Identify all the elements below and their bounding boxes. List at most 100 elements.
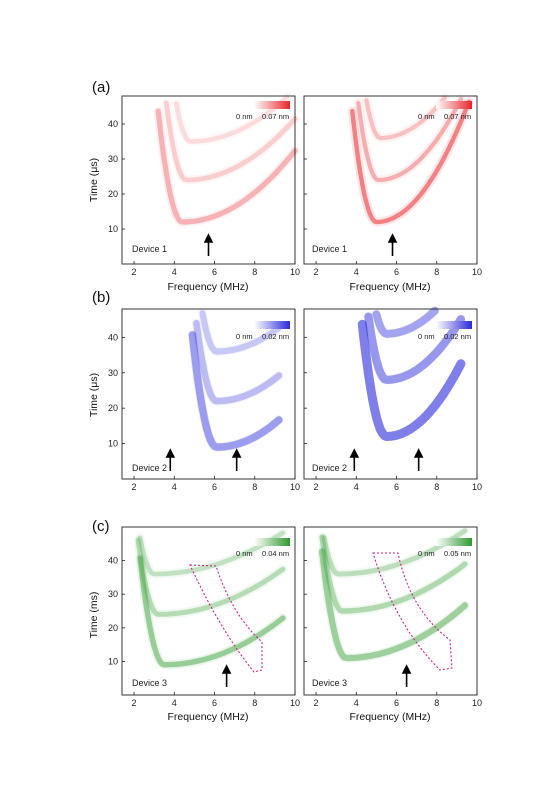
axes-c-left: 2 4 6 8 10 10 20 30 40	[108, 556, 300, 708]
axes-b-right: 2 4 6 8 10	[304, 336, 482, 492]
y-tick-label: 30	[108, 368, 118, 378]
plot-frame	[303, 308, 478, 480]
x-tick-label: 4	[172, 698, 177, 708]
x-tick-label: 4	[354, 482, 359, 492]
x-tick-label: 4	[354, 698, 359, 708]
y-tick-label: 30	[108, 589, 118, 599]
axes-a-right: 2 4 6 8 10	[304, 123, 482, 277]
band-halo	[187, 330, 284, 452]
heatmap-plot-b-left	[122, 308, 295, 479]
x-tick-label: 2	[132, 482, 137, 492]
band-halo	[198, 308, 284, 356]
band-halo	[317, 532, 470, 616]
band-halo	[153, 106, 300, 227]
colorbar-c-right	[436, 538, 472, 546]
heatmap-panel-c-right: 0 nm 0.05 nm Device 3 2 4 6 8 10	[303, 526, 482, 708]
row-a: (a) Time (μs) 0 nm 0.07 nm Device 1 2 4 6 8…	[88, 79, 482, 293]
band-halo	[363, 312, 466, 385]
band-halo	[191, 318, 284, 406]
y-tick-label: 30	[108, 154, 118, 164]
dispersion-band	[350, 99, 472, 225]
plot-frame	[121, 308, 296, 480]
y-axis-label-b: Time (μs)	[88, 373, 100, 417]
x-tick-label: 8	[434, 482, 439, 492]
band-halo	[353, 94, 466, 185]
dispersion-band	[137, 555, 286, 668]
colorbar-b-right	[436, 321, 472, 329]
y-tick-label: 40	[108, 332, 118, 342]
colorbar-max-label: 0.04 nm	[262, 549, 289, 558]
colorbar-gradient	[254, 101, 290, 109]
x-tick-label: 2	[314, 482, 319, 492]
x-tick-label: 6	[394, 482, 399, 492]
device-label: Device 3	[132, 678, 167, 688]
x-tick-label: 8	[252, 482, 257, 492]
dispersion-band	[319, 534, 468, 614]
y-tick-label: 20	[108, 623, 118, 633]
y-tick-label: 10	[108, 656, 118, 666]
band-halo	[161, 98, 300, 185]
plot-frame	[121, 526, 296, 696]
x-tick-label: 10	[472, 482, 482, 492]
band-halo	[135, 553, 288, 670]
dispersion-band	[372, 306, 439, 338]
colorbar-gradient	[436, 321, 472, 329]
dispersion-band	[135, 537, 286, 617]
x-tick-label: 8	[434, 698, 439, 708]
dashed-region-outline	[372, 552, 453, 671]
dispersion-band	[163, 100, 298, 183]
heatmap-plot-c-left	[122, 527, 295, 695]
colorbar-a-left	[254, 101, 290, 109]
x-tick-label: 2	[132, 698, 137, 708]
dispersion-band	[174, 94, 290, 144]
heatmap-plot-b-right	[304, 306, 477, 479]
colorbar-min-label: 0 nm	[418, 112, 435, 121]
colorbar-b-left	[254, 321, 290, 329]
colorbar-gradient	[254, 321, 290, 329]
heatmap-panel-a-left: 0 nm 0.07 nm Device 1 2 4 6 8 10 10 20 30 40	[108, 94, 300, 277]
x-tick-label: 6	[394, 267, 399, 277]
x-tick-label: 6	[212, 267, 217, 277]
plot-frame	[303, 95, 478, 265]
band-halo	[361, 93, 450, 143]
x-tick-label: 2	[314, 698, 319, 708]
y-tick-label: 20	[108, 403, 118, 413]
y-tick-label: 40	[108, 556, 118, 566]
arrows-b-left	[165, 448, 242, 471]
x-axis-label-c-right: Frequency (MHz)	[349, 711, 430, 723]
x-tick-label: 10	[290, 482, 300, 492]
plot-background	[304, 527, 477, 695]
y-tick-label: 10	[108, 224, 118, 234]
band-halo	[133, 535, 288, 619]
plot-frame	[303, 526, 478, 696]
x-tick-label: 4	[354, 267, 359, 277]
y-tick-label: 20	[108, 189, 118, 199]
y-tick-label: 40	[108, 119, 118, 129]
colorbar-gradient	[436, 101, 472, 109]
plot-frame	[121, 95, 296, 265]
band-halo	[371, 306, 440, 339]
x-tick-label: 6	[212, 698, 217, 708]
dispersion-band	[155, 108, 298, 225]
x-tick-label: 8	[252, 267, 257, 277]
x-tick-label: 8	[252, 698, 257, 708]
colorbar-min-label: 0 nm	[236, 112, 253, 121]
device-label: Device 2	[132, 463, 167, 473]
colorbar-max-label: 0.05 nm	[444, 549, 471, 558]
dispersion-band	[188, 331, 283, 451]
x-tick-label: 2	[314, 267, 319, 277]
colorbar-max-label: 0.02 nm	[262, 332, 289, 341]
heatmap-plot-a-right	[304, 93, 477, 264]
dispersion-band	[193, 319, 283, 405]
dispersion-band	[356, 96, 463, 183]
band-halo	[317, 547, 470, 663]
panel-label-b: (b)	[92, 289, 110, 306]
colorbar-max-label: 0.07 nm	[262, 112, 289, 121]
colorbar-max-label: 0.02 nm	[444, 332, 471, 341]
colorbar-max-label: 0.07 nm	[444, 112, 471, 121]
x-tick-label: 2	[132, 267, 137, 277]
device-label: Device 3	[312, 678, 347, 688]
arrows-b-right	[349, 448, 424, 471]
dispersion-band	[364, 312, 465, 384]
row-b: (b) Time (μs) 0 nm 0.02 nm Device 2 2 4 6 8…	[88, 289, 482, 492]
